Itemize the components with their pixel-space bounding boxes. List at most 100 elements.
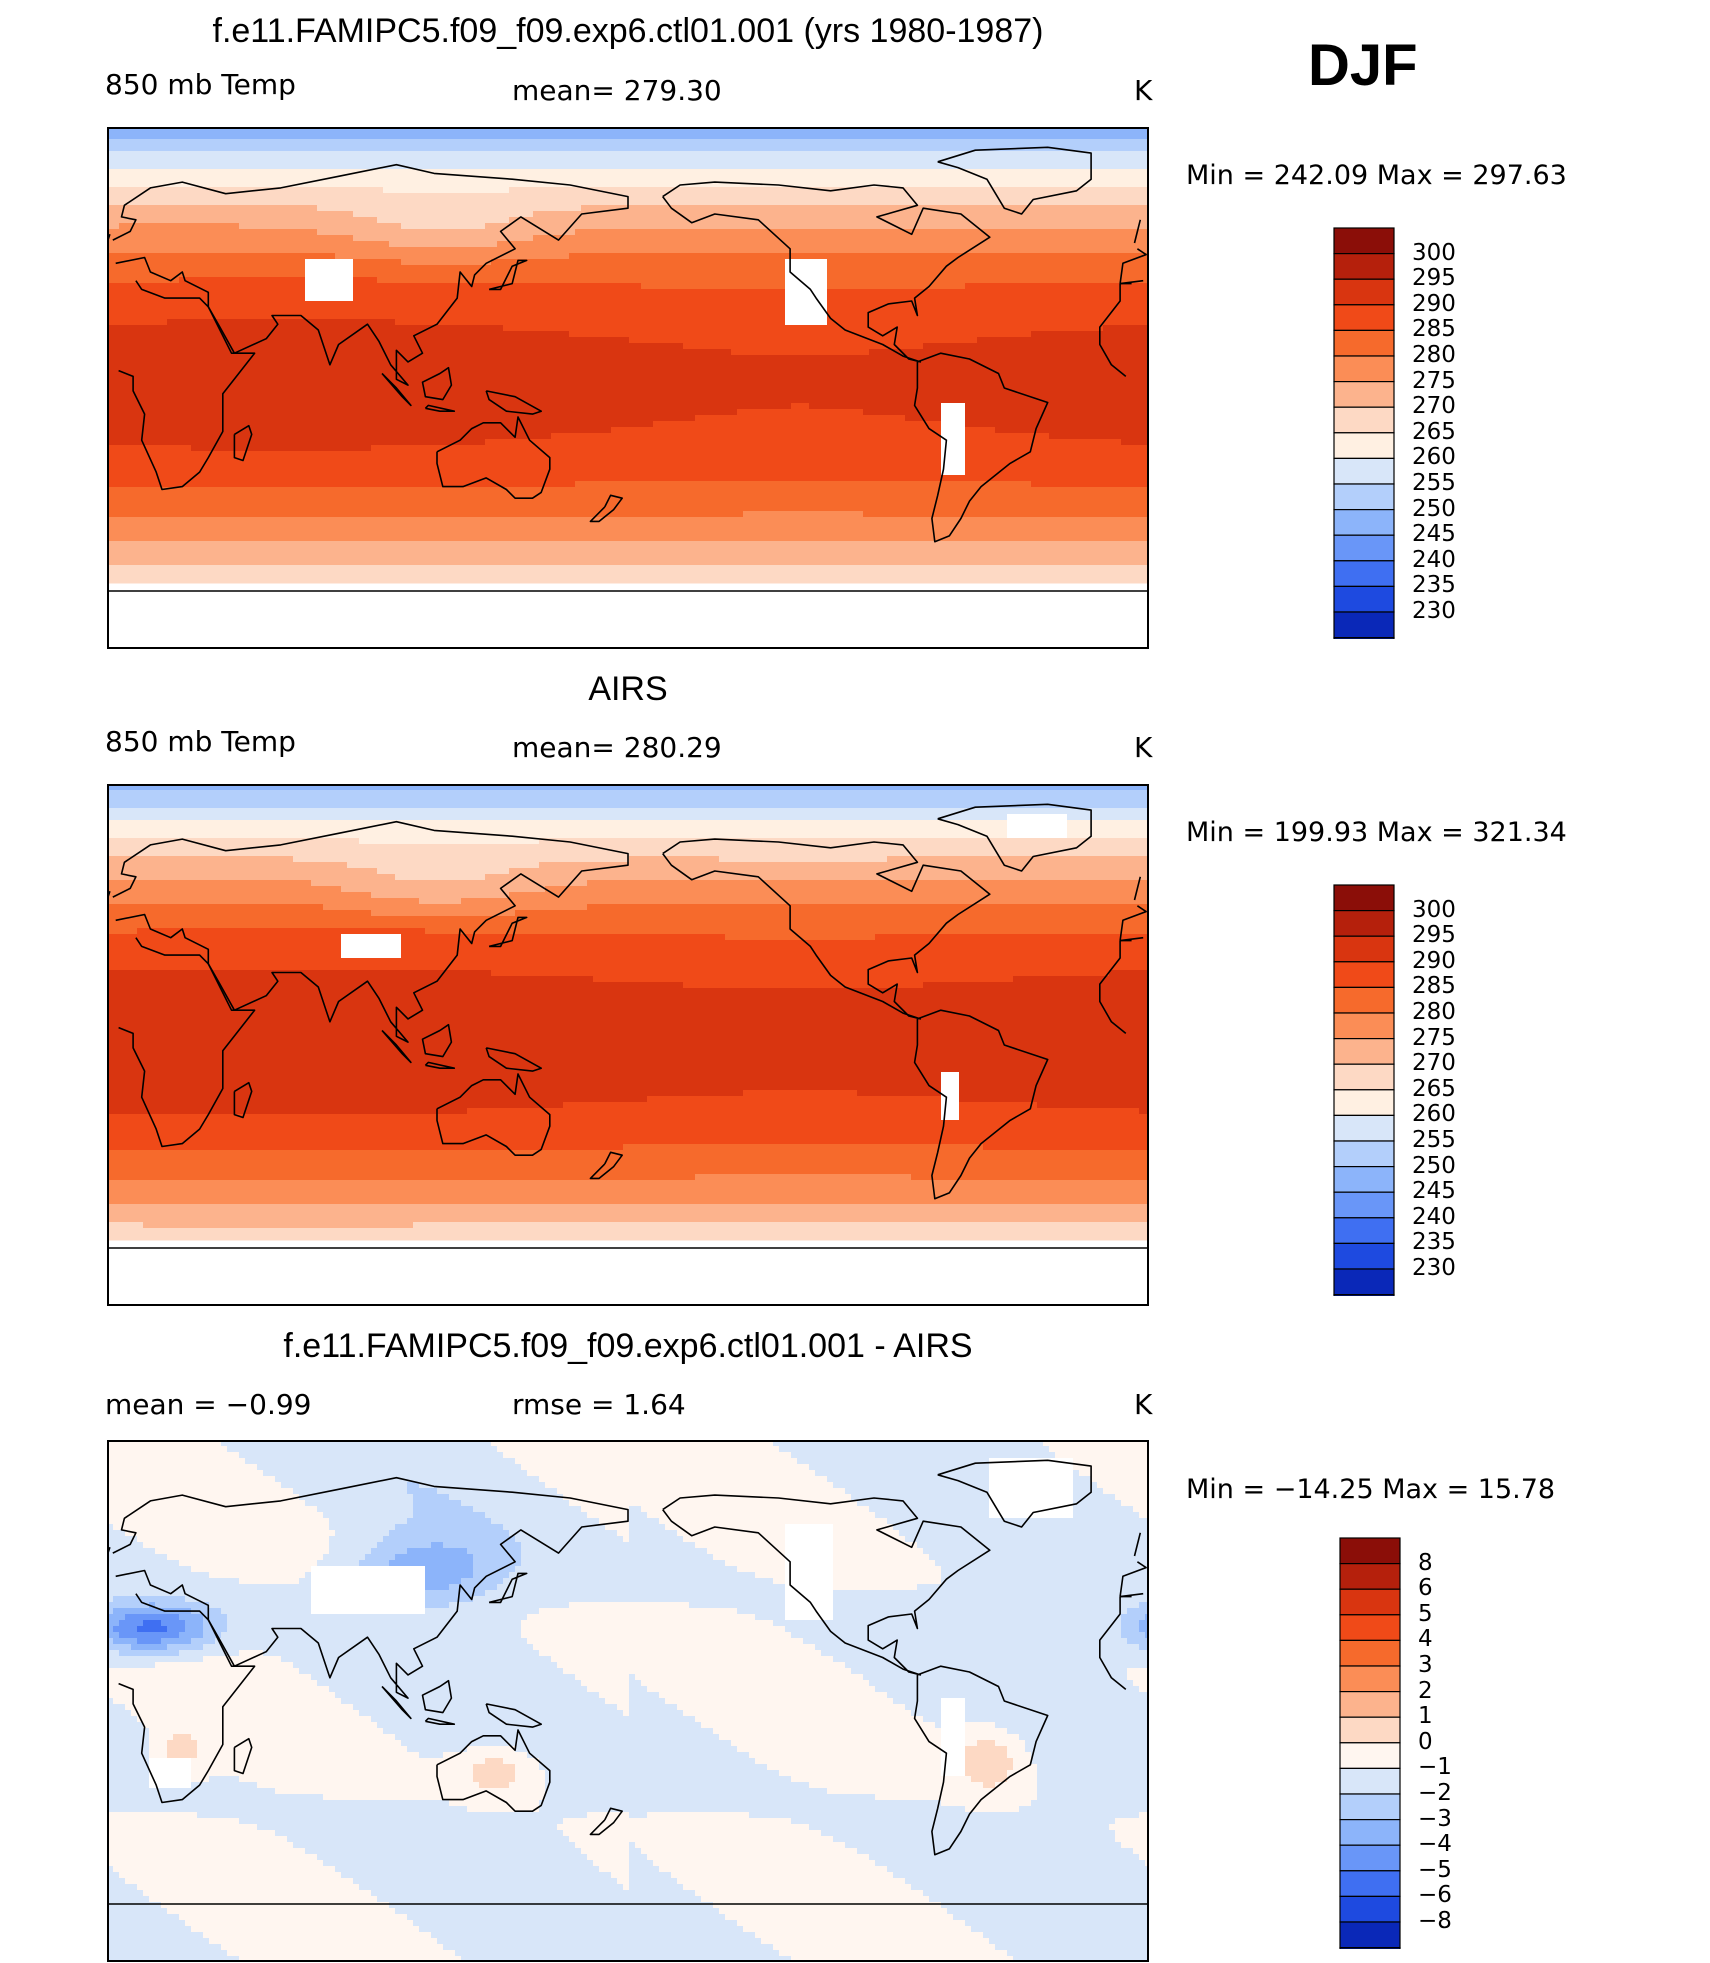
coastline — [589, 1151, 623, 1180]
panel3-rmse: rmse = 1.64 — [512, 1388, 686, 1421]
colorbar-box — [1339, 1895, 1401, 1923]
colorbar-box — [1339, 1563, 1401, 1590]
coastline — [233, 1737, 253, 1775]
coastline — [485, 1703, 542, 1728]
panel1-units: K — [1134, 74, 1152, 107]
season-label: DJF — [1308, 32, 1418, 99]
coastline — [488, 1572, 528, 1604]
colorbar-box — [1339, 1639, 1401, 1667]
coastline — [381, 1685, 412, 1720]
colorbar-box — [1333, 585, 1395, 613]
coastline — [913, 1665, 1049, 1856]
coastline — [233, 1081, 253, 1119]
colorbar-box — [1339, 1819, 1401, 1846]
coastline — [913, 1009, 1049, 1200]
panel1-variable: 850 mb Temp — [105, 68, 296, 101]
colorbar-tick-label: 0 — [1418, 1729, 1433, 1755]
colorbar-tick-label: 255 — [1412, 470, 1456, 496]
coastline — [424, 404, 456, 412]
colorbar-box — [1333, 534, 1395, 562]
panel2-colorbar — [1333, 884, 1395, 1296]
colorbar-box — [1333, 611, 1395, 639]
coastline — [937, 803, 1092, 872]
coastline — [233, 424, 253, 462]
colorbar-box — [1339, 1947, 1401, 1949]
colorbar-tick-label: 300 — [1412, 240, 1456, 266]
colorbar-tick-label: −1 — [1418, 1754, 1452, 1780]
colorbar-box — [1333, 1166, 1395, 1193]
colorbar-box — [1333, 329, 1395, 357]
panel2-units: K — [1134, 731, 1152, 764]
colorbar-box — [1333, 509, 1395, 536]
colorbar-tick-label: −5 — [1418, 1857, 1452, 1883]
coastline — [421, 366, 453, 401]
panel3-colorbar — [1339, 1537, 1401, 1949]
colorbar-box — [1339, 1537, 1401, 1565]
colorbar-box — [1339, 1691, 1401, 1718]
colorbar-box — [1339, 1921, 1401, 1949]
colorbar-tick-label: 230 — [1412, 598, 1456, 624]
colorbar-box — [1333, 1294, 1395, 1296]
colorbar-box — [1339, 1844, 1401, 1872]
colorbar-box — [1333, 1242, 1395, 1270]
coastline — [421, 1679, 453, 1714]
colorbar-tick-label: 270 — [1412, 393, 1456, 419]
panel2-title: AIRS — [107, 670, 1149, 709]
panel1-mean: mean= 279.30 — [512, 74, 722, 107]
colorbar-tick-label: −8 — [1418, 1908, 1452, 1934]
colorbar-box — [1333, 1038, 1395, 1065]
colorbar-box — [1333, 935, 1395, 963]
colorbar-tick-label: 3 — [1418, 1652, 1433, 1678]
coastline — [589, 1807, 623, 1836]
colorbar-box — [1339, 1742, 1401, 1770]
coastline — [485, 390, 542, 415]
coastline — [436, 1073, 551, 1156]
colorbar-box — [1333, 1268, 1395, 1296]
colorbar-tick-label: 275 — [1412, 368, 1456, 394]
coastline — [381, 1029, 412, 1064]
colorbar-box — [1333, 432, 1395, 460]
coastlines — [107, 803, 1147, 1200]
colorbar-tick-label: −4 — [1418, 1831, 1452, 1857]
colorbar-tick-label: 245 — [1412, 1178, 1456, 1204]
colorbar-tick-label: 265 — [1412, 1076, 1456, 1102]
colorbar-tick-label: 6 — [1418, 1575, 1433, 1601]
colorbar-tick-label: 295 — [1412, 265, 1456, 291]
colorbar-box — [1333, 961, 1395, 989]
contour-fill-field — [107, 1440, 1149, 1962]
colorbar-tick-label: 285 — [1412, 973, 1456, 999]
contour-fill-field — [107, 127, 1149, 584]
colorbar-tick-label: 5 — [1418, 1601, 1433, 1627]
colorbar-tick-label: 275 — [1412, 1025, 1456, 1051]
colorbar-tick-label: 280 — [1412, 999, 1456, 1025]
panel3-map — [107, 1440, 1149, 1962]
panel3-units: K — [1134, 1388, 1152, 1421]
coastline — [436, 416, 551, 499]
colorbar-box — [1339, 1870, 1401, 1897]
coastline — [937, 1459, 1092, 1528]
colorbar-box — [1339, 1716, 1401, 1744]
colorbar-tick-label: 290 — [1412, 291, 1456, 317]
colorbar-box — [1333, 304, 1395, 332]
colorbar-tick-label: 4 — [1418, 1626, 1433, 1652]
colorbar-tick-label: 240 — [1412, 1204, 1456, 1230]
colorbar-box — [1339, 1665, 1401, 1693]
coastline — [662, 1494, 991, 1676]
map-frame — [107, 127, 1149, 649]
colorbar-tick-label: 250 — [1412, 1153, 1456, 1179]
panel2-minmax: Min = 199.93 Max = 321.34 — [1186, 817, 1567, 848]
colorbar-tick-label: 270 — [1412, 1050, 1456, 1076]
panel2-variable: 850 mb Temp — [105, 725, 296, 758]
colorbar-tick-label: 2 — [1418, 1678, 1433, 1704]
panel3-minmax: Min = −14.25 Max = 15.78 — [1186, 1474, 1555, 1505]
colorbar-box — [1333, 986, 1395, 1014]
coastline — [485, 1047, 542, 1072]
colorbar-box — [1339, 1767, 1401, 1795]
colorbar-box — [1333, 253, 1395, 280]
coastline — [937, 146, 1092, 215]
colorbar-tick-label: 260 — [1412, 1101, 1456, 1127]
panel3-mean: mean = −0.99 — [105, 1388, 311, 1421]
colorbar-tick-label: 235 — [1412, 1229, 1456, 1255]
panel3-title: f.e11.FAMIPC5.f09_f09.exp6.ctl01.001 - A… — [107, 1327, 1149, 1366]
panel2-map — [107, 784, 1149, 1306]
